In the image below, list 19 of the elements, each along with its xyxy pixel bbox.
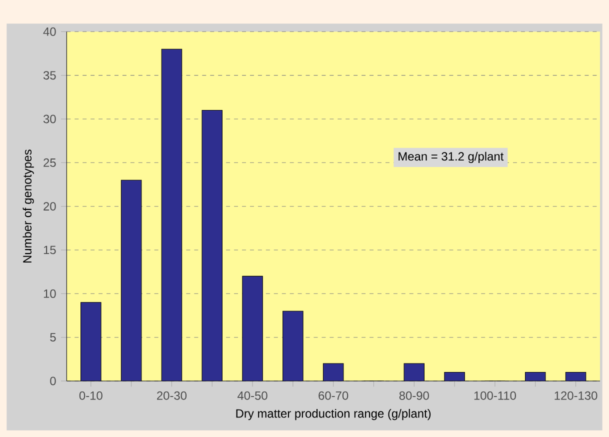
y-axis-title: Number of genotypes	[22, 150, 34, 263]
x-tick-label: 40-50	[238, 391, 268, 400]
y-tick-label: 35	[43, 71, 56, 80]
y-tick-label: 40	[43, 27, 56, 36]
y-tick-label: 10	[44, 289, 56, 298]
y-tick-label: 25	[44, 158, 56, 167]
x-tick-label: 120-130	[554, 391, 598, 400]
x-axis-title: Dry matter production range (g/plant)	[236, 408, 431, 420]
x-tick-label: 60-70	[318, 391, 348, 400]
x-tick-label: 80-90	[399, 391, 429, 400]
x-tick-label: 20-30	[157, 391, 187, 400]
y-tick-label: 0	[50, 376, 56, 386]
y-tick-label: 20	[44, 202, 56, 211]
y-tick-label: 15	[44, 246, 56, 254]
x-tick-label: 0-10	[79, 391, 102, 400]
y-tick-label: 30	[43, 114, 56, 124]
x-tick-label: 100-110	[474, 391, 516, 400]
annotation: Mean = 31.2 g/plant	[398, 152, 504, 163]
y-tick-label: 5	[50, 333, 56, 342]
